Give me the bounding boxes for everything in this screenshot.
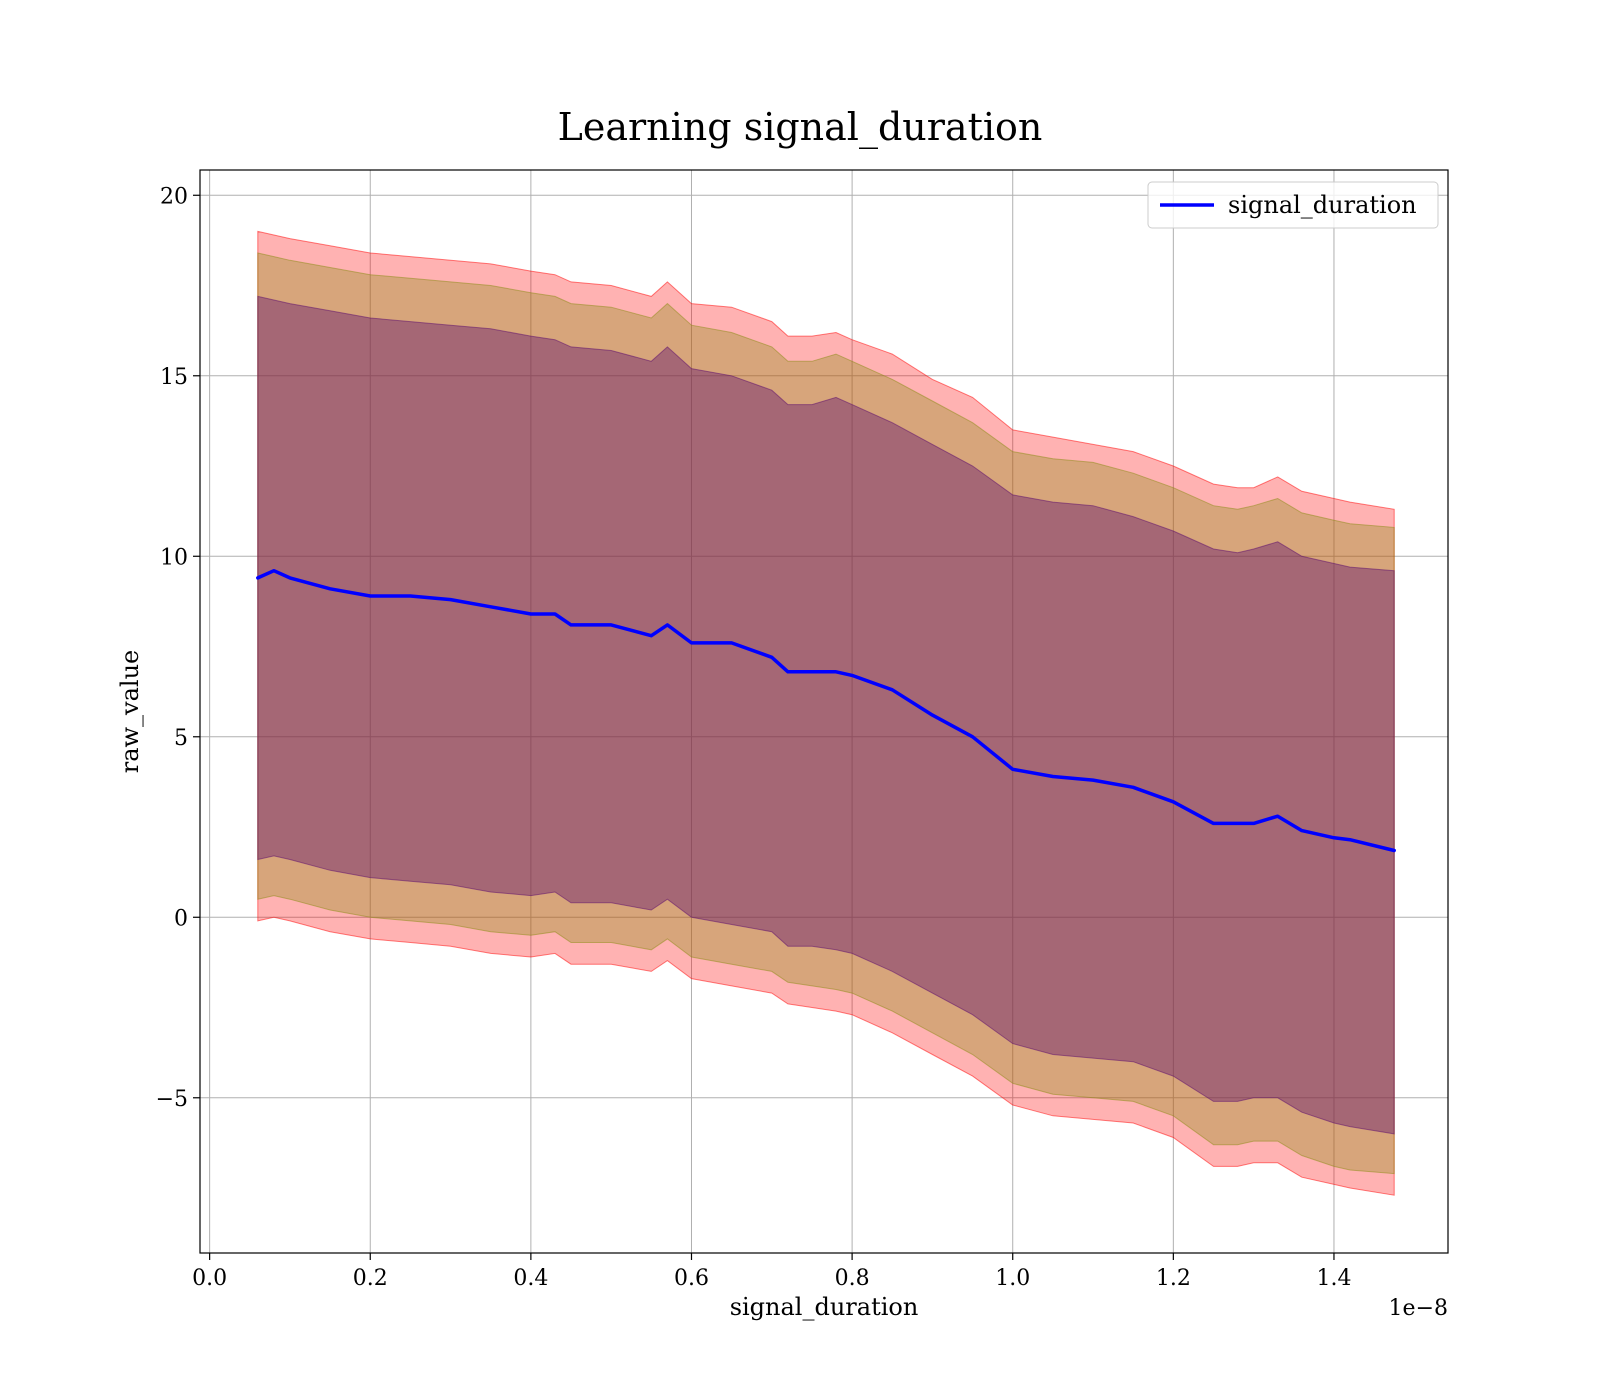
legend-box [1147, 181, 1439, 229]
confidence-bands [257, 230, 1395, 1196]
y-tick-label: 15 [160, 365, 188, 390]
y-tick-label: −5 [156, 1087, 188, 1112]
y-tick-label: 5 [174, 726, 188, 751]
series-line [256, 568, 1396, 853]
x-tick-label: 1.0 [995, 1266, 1030, 1291]
x-tick-label: 0.0 [192, 1266, 227, 1291]
legend-label: signal_duration [1228, 191, 1417, 219]
band-outer [257, 230, 1395, 1196]
chart-title: Learning signal_duration [558, 105, 1043, 150]
x-tick-label: 0.6 [674, 1266, 709, 1291]
y-tick-label: 20 [160, 184, 188, 209]
series-lines [256, 568, 1396, 853]
x-tick-label: 0.4 [513, 1266, 548, 1291]
x-axis-ticks: 0.0 0.2 0.4 0.6 0.8 1.0 1.2 1.4 [192, 1253, 1351, 1291]
x-tick-label: 0.2 [353, 1266, 388, 1291]
x-tick-label: 0.8 [835, 1266, 870, 1291]
band-middle [257, 252, 1395, 1175]
x-tick-label: 1.4 [1316, 1266, 1351, 1291]
x-tick-label: 1.2 [1156, 1266, 1191, 1291]
x-axis-label: signal_duration [730, 1293, 919, 1321]
y-axis-ticks: −5 0 5 10 15 20 [156, 184, 200, 1112]
band-inner [257, 295, 1395, 1135]
y-axis-label: raw_value [116, 650, 144, 774]
x-axis-offset-label: 1e−8 [1389, 1296, 1448, 1321]
y-tick-label: 0 [174, 906, 188, 931]
plot-area-frame [199, 169, 1449, 1254]
legend: signal_duration [1147, 181, 1439, 229]
y-tick-label: 10 [160, 545, 188, 570]
